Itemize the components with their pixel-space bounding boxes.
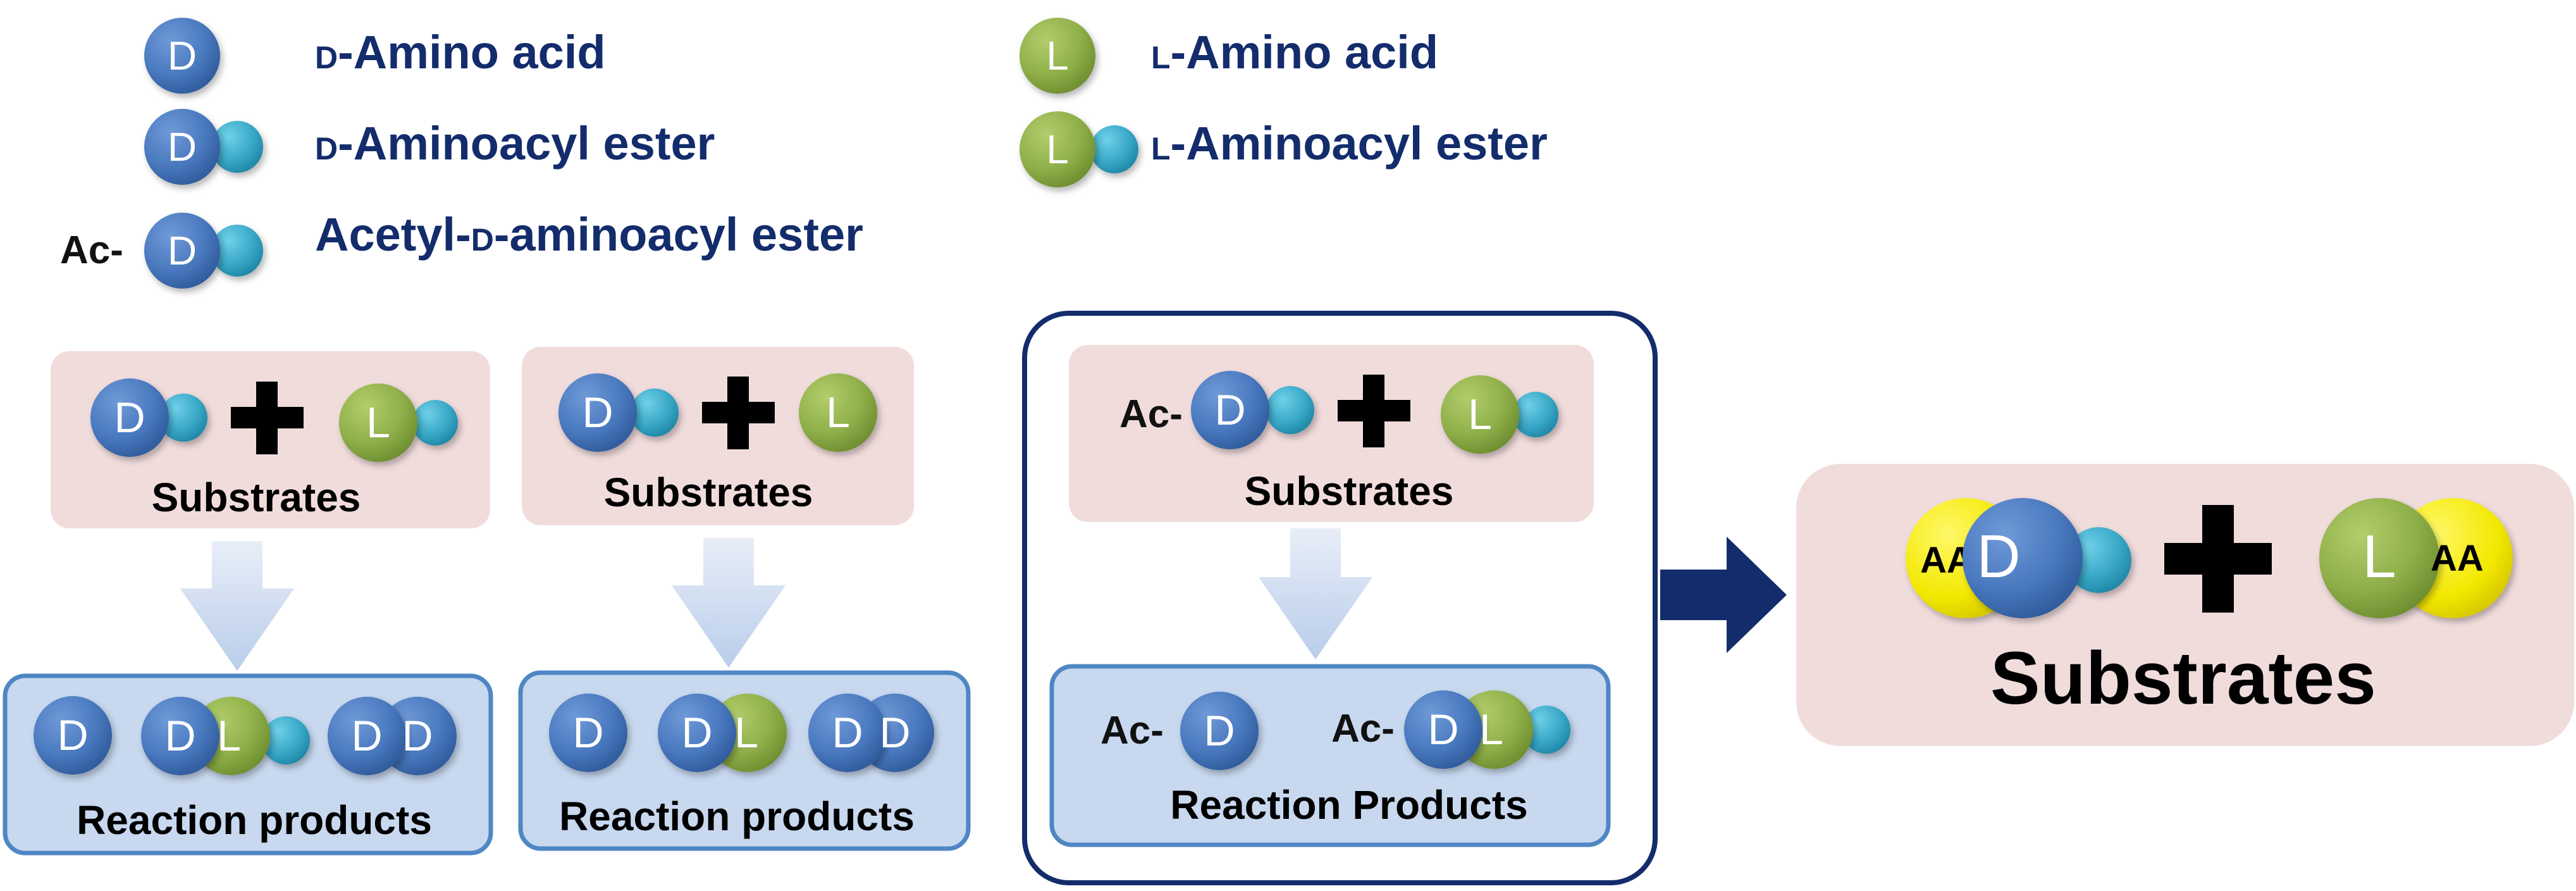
d-aminoacyl-icon (558, 373, 637, 452)
ester-icon (1513, 392, 1558, 437)
legend-label: D-Aminoacyl ester (315, 117, 715, 170)
glyph: D (832, 709, 863, 757)
glyph: L (826, 389, 850, 437)
d-aminoacyl-icon (144, 109, 220, 185)
plus-icon (702, 377, 775, 449)
d-aminoacyl-icon (1191, 371, 1269, 449)
glyph: D (879, 709, 910, 757)
legend-label: L-Aminoacyl ester (1151, 117, 1548, 170)
plus-icon (2164, 505, 2272, 613)
d-residue-icon (328, 697, 406, 775)
legend-glyph: D (168, 228, 197, 273)
glyph: D (402, 712, 433, 760)
substrates-label: Substrates (152, 475, 361, 520)
glyph: L (1468, 390, 1492, 439)
legend-glyph: D (168, 33, 197, 78)
acetyl-tag: Ac- (1119, 392, 1183, 436)
l-residue-icon (2319, 498, 2439, 618)
legend-acetyl-d-aminoacyl-ester: Ac- D Acetyl-D-aminoacyl ester (60, 208, 863, 289)
d-residue-icon (658, 694, 736, 772)
products-label: Reaction products (559, 794, 915, 839)
d-amino-acid-icon (549, 694, 627, 772)
result: AA D L AA Substrates (1796, 464, 2574, 746)
glyph: L (2362, 523, 2396, 590)
products-label: Reaction Products (1170, 782, 1527, 828)
legend-l-aminoacyl-ester: L L-Aminoacyl ester (1020, 111, 1548, 187)
d-residue-icon (1963, 498, 2083, 618)
products-label: Reaction products (77, 797, 432, 843)
d-aminoacyl-icon (90, 378, 169, 457)
panel-1: D L Substrates D D L D D Reaction produc… (3, 351, 493, 856)
glyph: D (681, 709, 712, 757)
plus-icon (1338, 375, 1410, 447)
glyph: D (114, 394, 145, 442)
legend-d-aminoacyl-ester: D D-Aminoacyl ester (144, 109, 715, 185)
ester-icon (412, 400, 458, 446)
down-arrow (180, 541, 294, 671)
glyph: L (1479, 706, 1503, 754)
plus-icon (231, 382, 304, 454)
substrates-label: Substrates (1245, 468, 1454, 514)
l-aminoacyl-icon (1020, 111, 1095, 187)
d-aminoacyl-icon (144, 213, 220, 289)
d-amino-acid-icon (34, 696, 112, 775)
acetyl-tag: Ac- (1100, 709, 1164, 752)
acetyl-tag: Ac- (60, 228, 123, 272)
glyph: L (734, 709, 758, 757)
panel-2: D L Substrates D D L D D Reaction produc… (518, 347, 971, 851)
glyph: L (366, 399, 390, 447)
ester-icon (1522, 706, 1570, 754)
legend-glyph: L (1046, 127, 1069, 172)
ester-icon (159, 394, 207, 442)
glyph: D (164, 712, 195, 760)
result-label: Substrates (1990, 637, 2376, 720)
substrates-label: Substrates (604, 470, 813, 515)
glyph: D (582, 389, 613, 437)
glyph: D (57, 711, 88, 759)
aa-tag: AA (2431, 538, 2484, 579)
ester-icon (1266, 386, 1314, 434)
legend-d-amino-acid: D D-Amino acid (144, 18, 606, 94)
d-residue-icon (808, 694, 887, 772)
l-amino-acid-icon (799, 373, 877, 452)
glyph: L (217, 712, 241, 760)
down-arrow (1259, 528, 1372, 659)
right-arrow (1660, 537, 1787, 653)
ester-icon (2066, 527, 2131, 593)
glyph: D (1976, 523, 2020, 590)
ester-icon (211, 225, 263, 277)
d-amino-acid-icon (1180, 692, 1259, 770)
l-aminoacyl-icon (339, 383, 417, 462)
glyph: D (1214, 386, 1245, 434)
legend-glyph: L (1046, 33, 1069, 78)
glyph: D (351, 712, 382, 760)
glyph: D (1427, 706, 1458, 754)
l-aminoacyl-icon (1441, 375, 1519, 454)
l-amino-acid-icon (1020, 18, 1095, 94)
legend-label: Acetyl-D-aminoacyl ester (315, 208, 863, 261)
down-arrow (672, 538, 786, 668)
d-residue-icon (1404, 690, 1482, 769)
ester-icon (262, 716, 310, 764)
d-residue-icon (141, 697, 219, 775)
legend-label: L-Amino acid (1151, 26, 1438, 78)
panel-3: Ac- D L Substrates Ac- D Ac- D L Reactio… (1022, 311, 1658, 885)
ester-icon (631, 389, 679, 437)
legend: D D-Amino acid D D-Aminoacyl ester Ac- D… (60, 18, 1548, 289)
legend-glyph: D (168, 124, 197, 170)
d-amino-acid-icon (144, 18, 220, 94)
glyph: D (1204, 707, 1235, 755)
ester-icon (1090, 125, 1138, 173)
glyph: D (572, 709, 603, 757)
legend-label: D-Amino acid (315, 26, 606, 78)
ester-icon (211, 121, 263, 173)
acetyl-tag: Ac- (1331, 707, 1395, 751)
legend-l-amino-acid: L L-Amino acid (1020, 18, 1438, 94)
